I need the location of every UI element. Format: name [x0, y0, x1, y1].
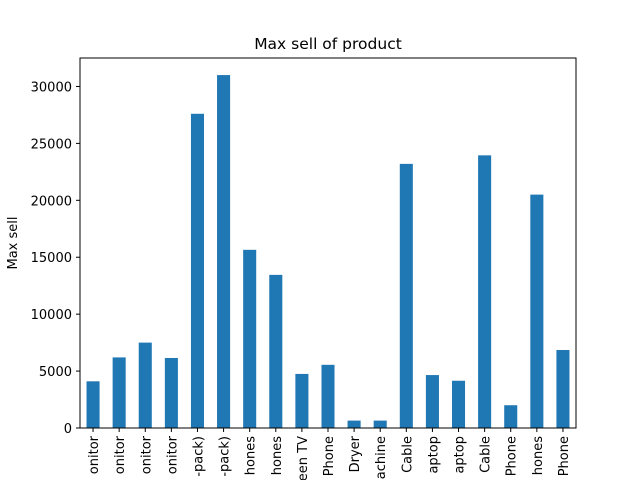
bar	[373, 420, 387, 428]
bar	[164, 357, 178, 428]
x-tick-label: -pack)	[218, 436, 233, 477]
x-tick-label: -pack)	[191, 436, 206, 477]
bar	[347, 420, 361, 428]
bar-group	[86, 75, 570, 429]
bar	[425, 375, 439, 428]
bar	[399, 163, 413, 428]
x-tick-label: onitor	[87, 435, 102, 474]
x-tick-label: aptop	[453, 436, 468, 474]
bar	[530, 194, 544, 428]
bar	[452, 380, 466, 428]
x-tick-label: Cable	[400, 436, 415, 473]
x-tick-label: onitor	[139, 435, 154, 474]
x-tick-label: onitor	[165, 435, 180, 474]
x-tick-label: onitor	[113, 435, 128, 474]
bar	[112, 357, 126, 428]
bar	[478, 155, 492, 429]
x-tick-label: een TV	[296, 436, 311, 480]
x-tick-label: hones	[531, 436, 546, 475]
bar	[243, 249, 257, 428]
bar	[321, 364, 335, 428]
bar	[86, 381, 100, 428]
x-tick-label: hones	[244, 436, 259, 475]
y-tick-label: 10000	[31, 308, 72, 323]
x-tick-label: aptop	[426, 436, 441, 474]
x-tick-label: Phone	[322, 436, 337, 476]
y-axis-label: Max sell	[6, 216, 21, 269]
bar	[217, 75, 231, 429]
bar	[504, 405, 518, 428]
bar	[295, 373, 309, 428]
y-axis-ticks: 0 5000 10000 15000 20000 25000 30000	[31, 80, 80, 437]
plot-frame	[79, 57, 577, 429]
bar	[556, 350, 570, 428]
x-axis-ticks: onitor onitor onitor onitor -pack) -pack) hone…	[87, 428, 572, 480]
bar	[190, 113, 204, 429]
x-tick-label: Phone	[505, 436, 520, 476]
y-tick-label: 0	[64, 422, 72, 437]
x-tick-label: Cable	[479, 436, 494, 473]
bar	[138, 342, 152, 428]
y-tick-label: 30000	[31, 80, 72, 95]
x-tick-label: Phone	[557, 436, 572, 476]
y-tick-label: 5000	[39, 365, 72, 380]
y-tick-label: 20000	[31, 194, 72, 209]
y-tick-label: 25000	[31, 137, 72, 152]
x-tick-label: hones	[270, 436, 285, 475]
y-tick-label: 15000	[31, 251, 72, 266]
chart-title: Max sell of product	[254, 35, 402, 53]
bar	[269, 274, 283, 428]
x-tick-label: achine	[374, 436, 389, 479]
x-tick-label: Dryer	[348, 435, 363, 472]
